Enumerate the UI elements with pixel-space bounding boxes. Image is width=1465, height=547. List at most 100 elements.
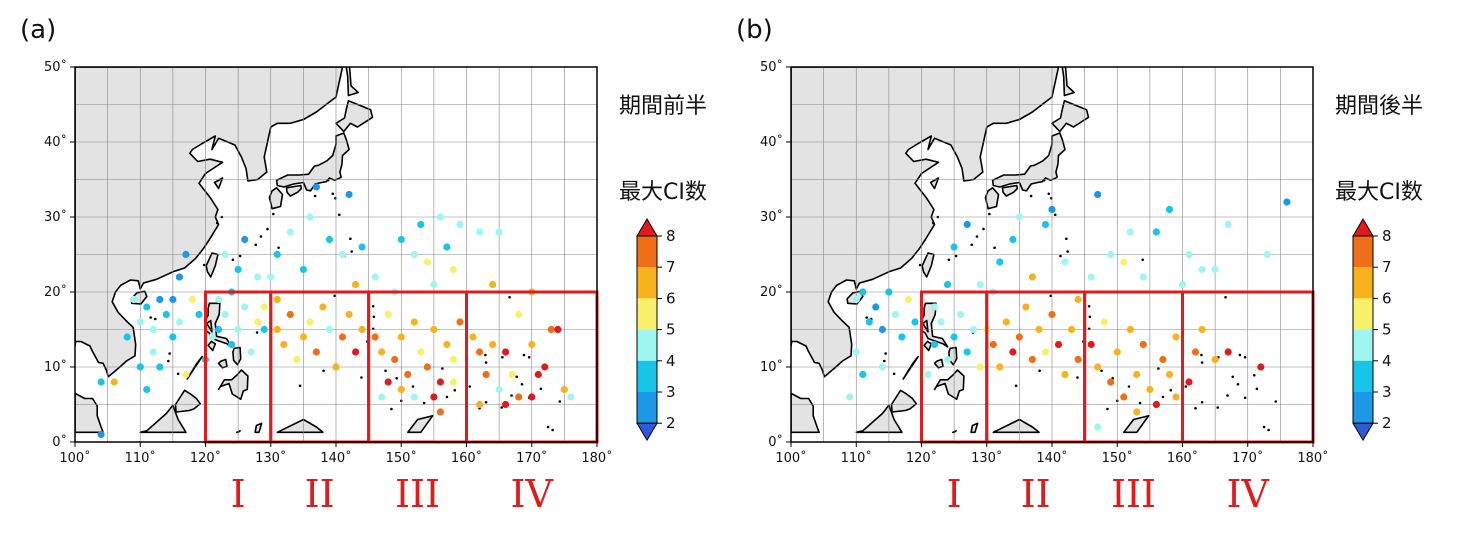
- y-tick-label: 50˚: [760, 59, 783, 75]
- colorbar-segment: [1353, 298, 1373, 330]
- island: [1226, 394, 1229, 397]
- typhoon-point: [325, 235, 334, 244]
- typhoon-point: [1002, 318, 1010, 326]
- typhoon-point: [976, 280, 984, 289]
- land-mass: [922, 319, 929, 333]
- typhoon-point: [443, 340, 451, 349]
- typhoon-point: [273, 325, 281, 334]
- map-area: [791, 67, 1313, 442]
- region-label-2: II: [305, 472, 335, 516]
- typhoon-point: [378, 348, 386, 356]
- land-mass: [174, 389, 202, 413]
- island: [522, 353, 526, 357]
- typhoon-point: [1159, 355, 1167, 364]
- island: [527, 355, 531, 359]
- typhoon-point: [241, 303, 249, 311]
- typhoon-point: [397, 333, 405, 341]
- island: [515, 375, 519, 379]
- island: [1157, 367, 1160, 370]
- typhoon-point: [476, 228, 484, 236]
- colorbar-tick-label: 5: [666, 321, 676, 339]
- typhoon-point: [371, 333, 379, 341]
- region-label-1: I: [231, 472, 246, 516]
- island: [1200, 400, 1204, 404]
- typhoon-point: [175, 273, 183, 281]
- typhoon-point: [449, 355, 457, 364]
- land-mass: [1123, 415, 1150, 434]
- typhoon-point: [423, 258, 431, 266]
- island: [1169, 388, 1173, 392]
- typhoon-point: [299, 265, 307, 274]
- x-tick-label: 150˚: [1102, 450, 1133, 466]
- typhoon-point: [1165, 370, 1174, 379]
- land-mass: [213, 177, 224, 190]
- colorbar-tick-label: 8: [666, 227, 676, 245]
- x-tick-label: 140˚: [320, 450, 351, 466]
- typhoon-point: [338, 250, 347, 259]
- typhoon-point: [130, 295, 138, 304]
- typhoon-point: [286, 310, 294, 319]
- land-mass: [1051, 100, 1090, 133]
- typhoon-point: [384, 310, 392, 319]
- panel-b: 100˚ 110˚ 120˚ 130˚ 140˚ 150˚ 160˚ 170˚ 180˚ 0˚ 10…: [736, 15, 1423, 516]
- typhoon-point: [1107, 378, 1115, 386]
- typhoon-point: [1172, 393, 1180, 401]
- typhoon-point: [1146, 385, 1154, 394]
- x-tick-label: 160˚: [451, 450, 482, 466]
- y-tick-label: 20˚: [44, 284, 67, 300]
- land-mass: [933, 369, 965, 400]
- island: [1014, 384, 1018, 388]
- colorbar: 2 3 4 5 6 7 8: [1352, 218, 1392, 442]
- colorbar-segment: [637, 392, 657, 424]
- island: [1127, 385, 1131, 388]
- typhoon-point: [162, 310, 170, 319]
- region-label-1: I: [947, 472, 962, 516]
- island: [982, 227, 985, 231]
- typhoon-point: [1094, 363, 1102, 371]
- typhoon-point: [541, 363, 549, 371]
- island: [883, 359, 886, 363]
- colorbar-tick-label: 6: [1382, 289, 1392, 307]
- typhoon-point: [508, 370, 516, 379]
- typhoon-point: [156, 363, 164, 371]
- island: [411, 385, 415, 388]
- typhoon-point: [554, 325, 562, 334]
- island: [510, 394, 513, 397]
- island: [918, 263, 922, 267]
- land-mass: [345, 67, 359, 97]
- island: [970, 243, 974, 247]
- y-tick-label: 40˚: [760, 134, 783, 150]
- colorbar-tick-label: 7: [666, 258, 676, 276]
- colorbar-min-arrow: [1352, 422, 1374, 442]
- island: [272, 212, 275, 216]
- typhoon-point: [1028, 273, 1036, 281]
- typhoon-point: [1094, 190, 1102, 199]
- island: [865, 316, 868, 319]
- island: [1087, 304, 1091, 308]
- typhoon-point: [1074, 355, 1082, 364]
- land-mass: [791, 392, 820, 434]
- typhoon-point: [1041, 348, 1050, 356]
- island: [1231, 375, 1235, 379]
- island: [947, 258, 951, 262]
- typhoon-point: [345, 190, 353, 199]
- land-mass: [254, 422, 263, 434]
- typhoon-point: [110, 378, 118, 386]
- typhoon-point: [515, 393, 523, 401]
- land-mass: [890, 389, 918, 413]
- typhoon-point: [1172, 333, 1180, 341]
- y-tick-label: 10˚: [760, 359, 783, 375]
- typhoon-point: [1211, 265, 1219, 274]
- typhoon-point: [1015, 333, 1024, 341]
- typhoon-point: [1054, 340, 1063, 349]
- island: [551, 428, 554, 432]
- island: [371, 304, 375, 308]
- period-label: 期間前半: [619, 94, 707, 119]
- typhoon-point: [976, 363, 984, 371]
- typhoon-point: [1041, 220, 1050, 229]
- typhoon-point: [878, 325, 887, 334]
- colorbar-tick-label: 4: [1382, 352, 1392, 370]
- x-tick-label: 130˚: [971, 450, 1002, 466]
- typhoon-point: [221, 250, 229, 259]
- typhoon-point: [1139, 273, 1147, 281]
